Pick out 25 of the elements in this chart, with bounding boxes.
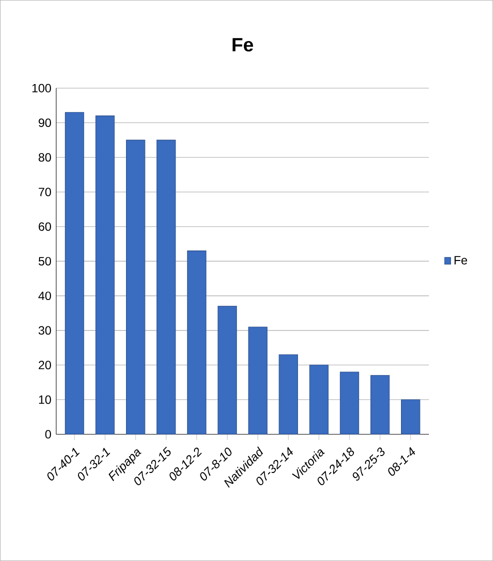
y-tick-label: 70 — [38, 188, 51, 196]
bar — [95, 116, 115, 434]
bar — [64, 112, 84, 434]
y-tick-label: 0 — [45, 430, 51, 439]
y-tick-label: 20 — [38, 360, 51, 370]
y-tick-label: 40 — [38, 292, 51, 300]
bar — [248, 326, 268, 434]
y-tick-label: 10 — [39, 395, 51, 404]
y-tick-label: 50 — [38, 256, 51, 266]
legend-label: Fe — [454, 256, 468, 264]
bar — [340, 372, 360, 434]
bar — [187, 250, 206, 434]
y-tick-label: 30 — [38, 326, 51, 335]
bar — [370, 375, 390, 434]
y-tick-label: 80 — [38, 153, 51, 162]
bar — [278, 354, 298, 434]
y-tick-label: 100 — [32, 84, 51, 92]
y-tick-label: 90 — [38, 118, 51, 127]
bar — [309, 364, 328, 434]
bar — [156, 140, 176, 434]
bar — [400, 399, 420, 434]
bar — [218, 306, 237, 434]
chart-title: Fe — [232, 38, 254, 52]
bar — [126, 140, 146, 434]
y-tick-label: 60 — [38, 222, 51, 231]
